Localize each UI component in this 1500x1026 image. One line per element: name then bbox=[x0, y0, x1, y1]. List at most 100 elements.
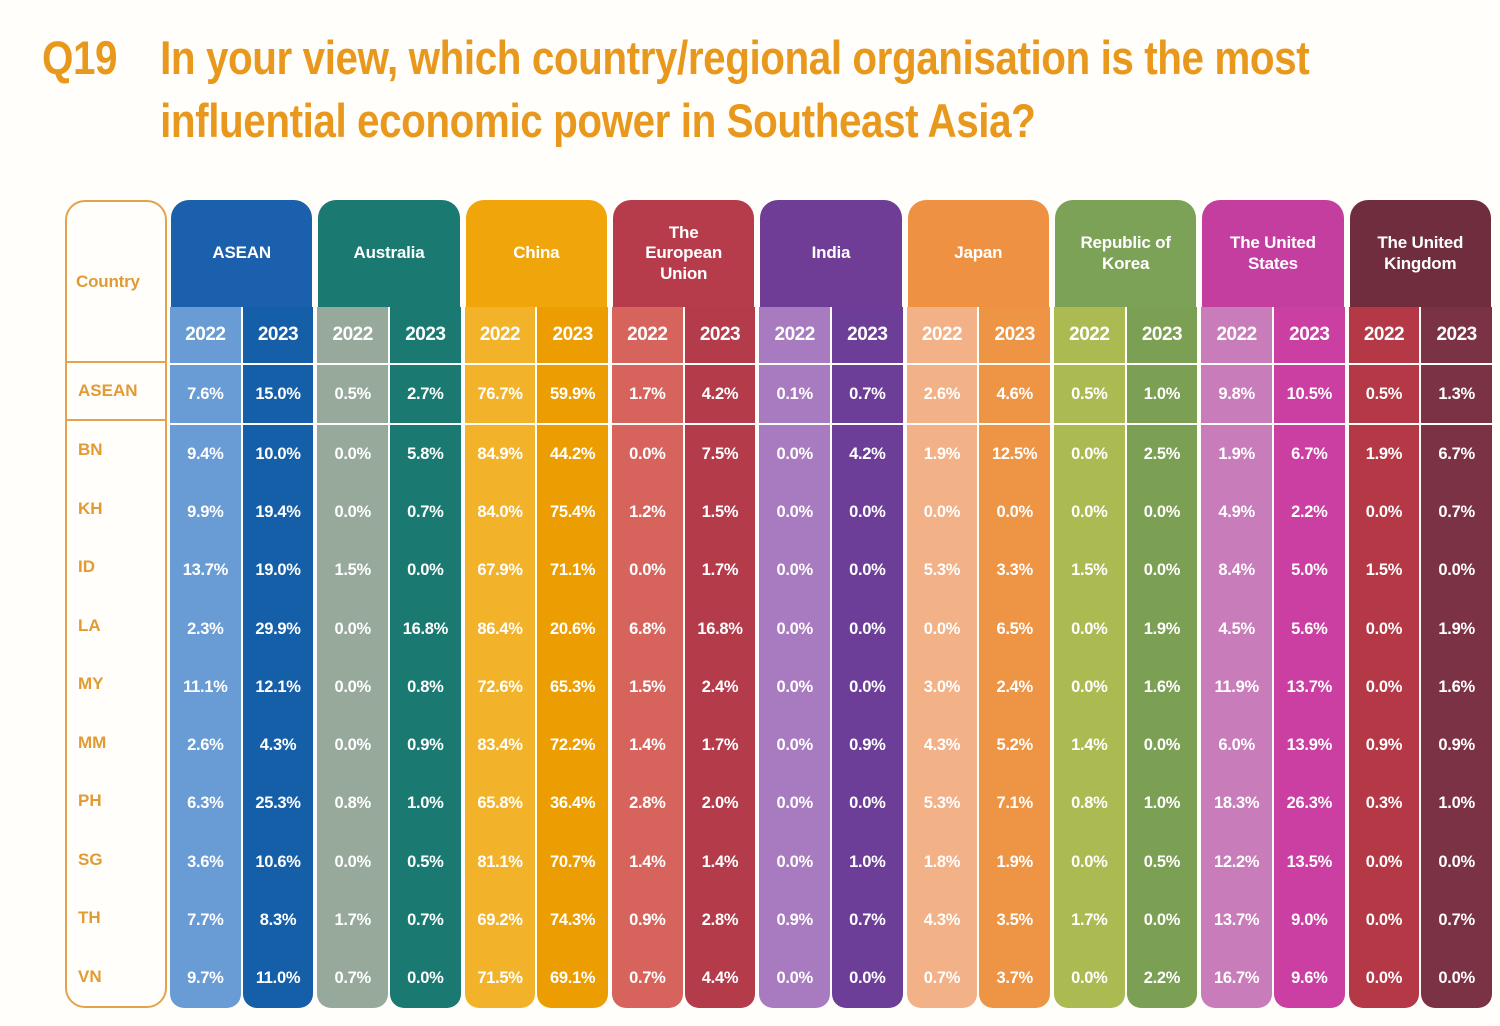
data-cell-th-india-2023: 0.7% bbox=[849, 911, 886, 930]
data-cell-mm-republic-of-korea-2023: 0.0% bbox=[1143, 736, 1181, 755]
group-header-china: China bbox=[465, 200, 607, 307]
data-cell-la-the-european-union-2022: 6.8% bbox=[629, 619, 666, 638]
data-cell-vn-india-2023: 0.0% bbox=[849, 969, 886, 988]
data-cell-my-asean-2023: 12.1% bbox=[255, 677, 301, 696]
column-group-the-united-kingdom: The United Kingdom 2022 0.5% 1.9% 0.0% 1.5% 0.… bbox=[1348, 200, 1492, 1008]
data-cell-id-the-united-states-2022: 8.4% bbox=[1218, 561, 1255, 580]
data-cell-bn-asean-2022: 9.4% bbox=[187, 444, 224, 463]
data-cell-ph-japan-2022: 5.3% bbox=[923, 794, 961, 813]
separator-line bbox=[1201, 423, 1272, 425]
data-cell-la-republic-of-korea-2022: 0.0% bbox=[1071, 619, 1108, 638]
column-the-united-kingdom-2022: 2022 0.5% 1.9% 0.0% 1.5% 0.0% 0.0% 0.9% 0.3% 0.0%… bbox=[1348, 307, 1420, 1008]
column-republic-of-korea-2022: 2022 0.5% 0.0% 0.0% 1.5% 0.0% 0.0% 1.4% 0.8% 0.0%… bbox=[1053, 307, 1125, 1008]
row-label-mm: MM bbox=[78, 732, 107, 752]
column-group-china: China 2022 76.7% 84.9% 84.0% 67.9% 86.4% 72.6% 8… bbox=[464, 200, 608, 1008]
data-cell-asean-india-2022: 0.1% bbox=[776, 384, 813, 403]
data-cell-ph-republic-of-korea-2023: 1.0% bbox=[1143, 794, 1181, 813]
data-cell-la-china-2023: 20.6% bbox=[550, 619, 596, 638]
data-cell-vn-republic-of-korea-2022: 0.0% bbox=[1071, 969, 1108, 988]
data-cell-sg-japan-2023: 1.9% bbox=[996, 852, 1033, 871]
separator-line bbox=[831, 423, 903, 425]
column-the-european-union-2022: 2022 1.7% 0.0% 1.2% 0.0% 6.8% 1.5% 1.4% 2.8% 1.4%… bbox=[611, 307, 683, 1008]
data-cell-my-the-european-union-2022: 1.5% bbox=[629, 677, 666, 696]
column-australia-2022: 2022 0.5% 0.0% 0.0% 1.5% 0.0% 0.0% 0.0% 0.8% 0.0%… bbox=[317, 307, 388, 1008]
data-cell-kh-china-2023: 75.4% bbox=[550, 502, 596, 521]
separator-line bbox=[1348, 363, 1420, 365]
data-cell-sg-india-2023: 1.0% bbox=[849, 852, 886, 871]
separator-line bbox=[537, 363, 608, 365]
separator-line bbox=[1348, 423, 1420, 425]
column-the-united-states-2022: 2022 9.8% 1.9% 4.9% 8.4% 4.5% 11.9% 6.0% 18.3% 12… bbox=[1201, 307, 1272, 1008]
data-cell-vn-the-united-states-2022: 16.7% bbox=[1213, 969, 1260, 988]
group-header-asean: ASEAN bbox=[171, 200, 313, 307]
column-group-japan: Japan 2022 2.6% 1.9% 0.0% 5.3% 0.0% 3.0% 4.3% 5.3… bbox=[906, 200, 1050, 1008]
separator-line bbox=[684, 423, 756, 425]
data-cell-vn-the-united-kingdom-2022: 0.0% bbox=[1365, 969, 1403, 988]
data-cell-ph-india-2023: 0.0% bbox=[849, 794, 886, 813]
data-cell-th-australia-2022: 1.7% bbox=[334, 911, 371, 930]
data-cell-id-china-2023: 71.1% bbox=[550, 561, 596, 580]
data-cell-mm-the-united-kingdom-2022: 0.9% bbox=[1365, 736, 1403, 755]
data-cell-sg-the-european-union-2022: 1.4% bbox=[629, 852, 666, 871]
data-cell-kh-india-2022: 0.0% bbox=[776, 502, 813, 521]
separator-line bbox=[1273, 423, 1345, 425]
data-cell-bn-japan-2023: 12.5% bbox=[992, 444, 1038, 463]
data-cell-kh-asean-2023: 19.4% bbox=[255, 502, 301, 521]
question-header: Q19 In your view, which country/regional… bbox=[42, 26, 1500, 152]
year-label: 2022 bbox=[921, 324, 963, 345]
separator-line bbox=[759, 423, 830, 425]
data-cell-ph-the-united-kingdom-2023: 1.0% bbox=[1438, 794, 1475, 813]
separator-line bbox=[170, 423, 241, 425]
data-cell-mm-asean-2023: 4.3% bbox=[259, 736, 297, 755]
data-cell-id-the-united-kingdom-2023: 0.0% bbox=[1438, 561, 1475, 580]
column-japan-2023: 2023 4.6% 12.5% 0.0% 3.3% 6.5% 2.4% 5.2% 7.1% 1.9… bbox=[979, 307, 1050, 1008]
separator-line bbox=[242, 363, 314, 365]
column-japan-2022: 2022 2.6% 1.9% 0.0% 5.3% 0.0% 3.0% 4.3% 5.3% 1.8%… bbox=[906, 307, 978, 1008]
data-cell-la-india-2023: 0.0% bbox=[849, 619, 886, 638]
data-cell-mm-china-2023: 72.2% bbox=[550, 736, 596, 755]
data-cell-kh-australia-2022: 0.0% bbox=[334, 502, 371, 521]
data-cell-sg-the-european-union-2023: 1.4% bbox=[701, 852, 739, 871]
data-cell-th-the-united-kingdom-2023: 0.7% bbox=[1438, 911, 1475, 930]
data-cell-kh-republic-of-korea-2023: 0.0% bbox=[1143, 502, 1181, 521]
data-cell-la-asean-2023: 29.9% bbox=[255, 619, 301, 638]
data-cell-bn-the-european-union-2022: 0.0% bbox=[629, 444, 666, 463]
data-cell-th-republic-of-korea-2022: 1.7% bbox=[1071, 911, 1108, 930]
separator-line bbox=[317, 363, 388, 365]
data-cell-asean-republic-of-korea-2022: 0.5% bbox=[1071, 384, 1108, 403]
column-group-australia: Australia 2022 0.5% 0.0% 0.0% 1.5% 0.0% 0.0% 0.0… bbox=[317, 200, 461, 1008]
data-cell-my-india-2022: 0.0% bbox=[776, 677, 813, 696]
row-label-th: TH bbox=[78, 908, 101, 928]
data-cell-sg-china-2022: 81.1% bbox=[477, 852, 523, 871]
country-header-cell: Country bbox=[67, 202, 165, 363]
country-column: Country ASEAN BN KH ID LA MY MM PH SG TH VN bbox=[65, 200, 167, 1008]
row-label-my: MY bbox=[78, 674, 104, 694]
data-cell-my-the-european-union-2023: 2.4% bbox=[701, 677, 739, 696]
data-cell-sg-the-united-kingdom-2023: 0.0% bbox=[1438, 852, 1475, 871]
group-columns-asean: 2022 7.6% 9.4% 9.9% 13.7% 2.3% 11.1% 2.6% 6.3% 3.… bbox=[170, 307, 314, 1008]
data-cell-bn-australia-2022: 0.0% bbox=[334, 444, 371, 463]
year-label: 2023 bbox=[1436, 324, 1477, 345]
data-cell-asean-the-european-union-2023: 4.2% bbox=[701, 384, 739, 403]
data-cell-bn-asean-2023: 10.0% bbox=[255, 444, 301, 463]
data-cell-kh-china-2022: 84.0% bbox=[477, 502, 523, 521]
data-cell-mm-australia-2023: 0.9% bbox=[407, 736, 444, 755]
year-label: 2023 bbox=[257, 324, 299, 345]
data-cell-vn-asean-2023: 11.0% bbox=[255, 969, 301, 988]
data-cell-kh-australia-2023: 0.7% bbox=[407, 502, 444, 521]
data-cell-vn-australia-2023: 0.0% bbox=[407, 969, 444, 988]
data-cell-ph-australia-2023: 1.0% bbox=[407, 794, 444, 813]
data-cell-vn-asean-2022: 9.7% bbox=[187, 969, 224, 988]
group-columns-india: 2022 0.1% 0.0% 0.0% 0.0% 0.0% 0.0% 0.0% 0.0% 0.0%… bbox=[759, 307, 903, 1008]
data-cell-asean-asean-2023: 15.0% bbox=[255, 384, 301, 403]
separator-line bbox=[611, 363, 683, 365]
row-label-la: LA bbox=[78, 615, 101, 635]
data-cell-my-asean-2022: 11.1% bbox=[183, 677, 228, 696]
column-the-united-kingdom-2023: 2023 1.3% 6.7% 0.7% 0.0% 1.9% 1.6% 0.9% 1.0% 0.0%… bbox=[1421, 307, 1492, 1008]
separator-line bbox=[1273, 363, 1345, 365]
data-cell-asean-china-2022: 76.7% bbox=[477, 384, 523, 403]
data-cell-mm-republic-of-korea-2022: 1.4% bbox=[1071, 736, 1108, 755]
year-label: 2023 bbox=[994, 324, 1036, 345]
data-cell-vn-india-2022: 0.0% bbox=[776, 969, 813, 988]
